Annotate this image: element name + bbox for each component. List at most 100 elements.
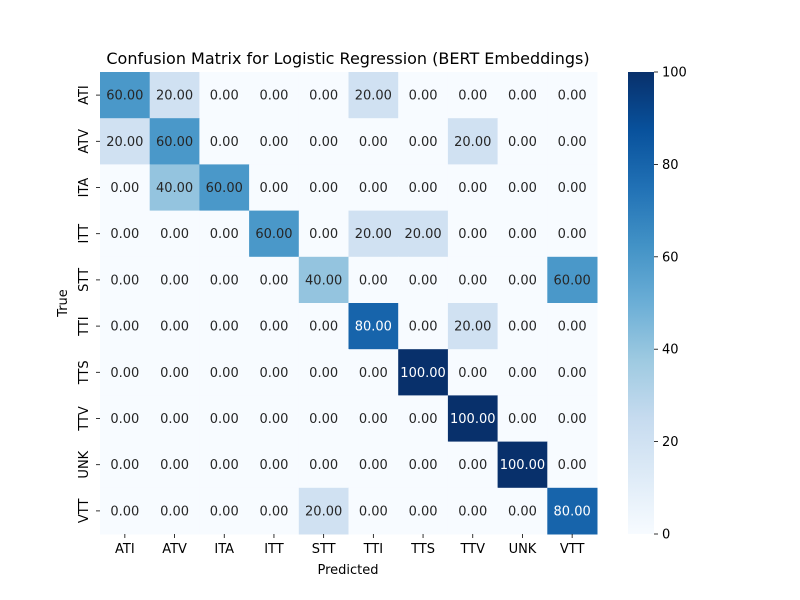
- heatmap-cell: [149, 395, 200, 443]
- heatmap-cell-label: 0.00: [508, 227, 537, 242]
- heatmap-cell-label: 0.00: [458, 504, 487, 519]
- heatmap-cell: [447, 441, 499, 489]
- heatmap-cell-label: 0.00: [259, 504, 288, 519]
- heatmap-cell: [348, 72, 399, 119]
- x-axis: ATI ATV ITA ITT STT TTI TTS TTV UNK VTT: [115, 534, 584, 557]
- heatmap-cell-label: 0.00: [259, 135, 288, 150]
- heatmap-cell: [547, 256, 598, 304]
- heatmap-cell-label: 20.00: [156, 89, 193, 104]
- heatmap-cell-label: 0.00: [259, 89, 288, 104]
- heatmap-cell-label: 0.00: [359, 504, 388, 519]
- x-tick-label: TTV: [459, 542, 485, 557]
- heatmap-cell: [547, 487, 598, 535]
- heatmap-cell-label: 0.00: [259, 366, 288, 381]
- heatmap-cell: [149, 441, 200, 489]
- heatmap-cell: [298, 303, 349, 350]
- heatmap-cell-label: 20.00: [355, 227, 392, 242]
- heatmap-cell-label: 0.00: [309, 320, 338, 335]
- heatmap-cell-label: 0.00: [409, 273, 438, 288]
- heatmap-cell: [100, 487, 151, 535]
- heatmap-cell: [547, 118, 598, 165]
- colorbar-tick-label: 40: [662, 343, 679, 358]
- colorbar-ticks: 0 20 40 60 80 100: [654, 66, 687, 543]
- heatmap-cell-label: 60.00: [554, 273, 591, 288]
- heatmap-cell-label: 0.00: [558, 227, 587, 242]
- heatmap-cell: [149, 164, 200, 212]
- heatmap-cell-label: 0.00: [409, 135, 438, 150]
- heatmap-cell: [298, 441, 349, 489]
- heatmap-cell: [249, 72, 300, 119]
- heatmap-cell-label: 0.00: [458, 181, 487, 196]
- heatmap-cell: [497, 303, 548, 350]
- y-tick-label: TTI: [77, 316, 92, 337]
- heatmap-cell: [398, 118, 449, 165]
- heatmap-cell: [447, 256, 499, 304]
- heatmap-cell-label: 0.00: [508, 504, 537, 519]
- heatmap-cell: [149, 210, 200, 258]
- heatmap-cell-label: 0.00: [508, 135, 537, 150]
- heatmap-cell: [398, 164, 449, 212]
- heatmap-cell: [497, 72, 548, 119]
- x-tick-label: TTI: [363, 542, 384, 557]
- heatmap-cell-label: 0.00: [508, 273, 537, 288]
- heatmap-cell: [298, 118, 349, 165]
- heatmap-cell-label: 0.00: [110, 227, 139, 242]
- heatmap-cell-label: 0.00: [210, 366, 239, 381]
- heatmap-cell: [447, 72, 499, 119]
- heatmap-cell: [497, 349, 548, 396]
- heatmap-cell: [249, 118, 300, 165]
- heatmap-cell: [348, 441, 399, 489]
- heatmap-cell-label: 0.00: [309, 366, 338, 381]
- heatmap-cell-label: 100.00: [450, 412, 496, 427]
- heatmap-cell-label: 0.00: [508, 320, 537, 335]
- heatmap-cell: [547, 303, 598, 350]
- heatmap-cell: [547, 395, 598, 443]
- heatmap-cell: [398, 441, 449, 489]
- heatmap-cell-label: 0.00: [110, 366, 139, 381]
- colorbar-gradient: [628, 72, 654, 534]
- heatmap-cell-label: 0.00: [110, 412, 139, 427]
- heatmap-cell: [100, 72, 151, 119]
- heatmap-cell-label: 20.00: [454, 135, 491, 150]
- heatmap-cell: [447, 349, 499, 396]
- x-tick-label: ITA: [214, 542, 234, 557]
- heatmap-cell-labels: 60.00 20.00 0.00 0.00 0.00 20.00 0.00 0.00 0.00 0…: [106, 89, 591, 520]
- heatmap-cell: [497, 256, 548, 304]
- heatmap-cell-label: 0.00: [110, 458, 139, 473]
- heatmap-cells: [100, 72, 598, 535]
- heatmap-cell-label: 0.00: [558, 89, 587, 104]
- heatmap-cell-label: 0.00: [409, 181, 438, 196]
- heatmap-cell-label: 20.00: [305, 504, 342, 519]
- heatmap-cell: [447, 164, 499, 212]
- y-tick-label: TTS: [77, 360, 92, 385]
- heatmap-cell: [249, 210, 300, 258]
- heatmap-cell-label: 0.00: [508, 89, 537, 104]
- heatmap-cell-label: 0.00: [160, 273, 189, 288]
- heatmap-cell: [348, 256, 399, 304]
- heatmap-cell: [100, 164, 151, 212]
- y-tick-label: ITT: [77, 224, 92, 244]
- heatmap-cell: [199, 256, 250, 304]
- heatmap-cell: [497, 118, 548, 165]
- heatmap-cell: [497, 210, 548, 258]
- heatmap-cell-label: 0.00: [309, 227, 338, 242]
- heatmap-cell-label: 0.00: [160, 412, 189, 427]
- y-tick-label: UNK: [77, 450, 92, 478]
- heatmap-cell: [199, 349, 250, 396]
- heatmap-cell: [497, 164, 548, 212]
- heatmap-cell: [298, 395, 349, 443]
- heatmap-cell: [348, 303, 399, 350]
- heatmap-cell-label: 0.00: [558, 366, 587, 381]
- heatmap-cell: [149, 256, 200, 304]
- heatmap-cell: [398, 72, 449, 119]
- heatmap-cell: [547, 349, 598, 396]
- colorbar-tick-label: 0: [662, 528, 670, 543]
- heatmap-cell-label: 0.00: [508, 366, 537, 381]
- heatmap-cell: [398, 210, 449, 258]
- heatmap-cell: [149, 118, 200, 165]
- heatmap-cell-label: 0.00: [508, 412, 537, 427]
- heatmap-cell-label: 0.00: [160, 458, 189, 473]
- heatmap-cell: [249, 441, 300, 489]
- heatmap-cell-label: 0.00: [458, 89, 487, 104]
